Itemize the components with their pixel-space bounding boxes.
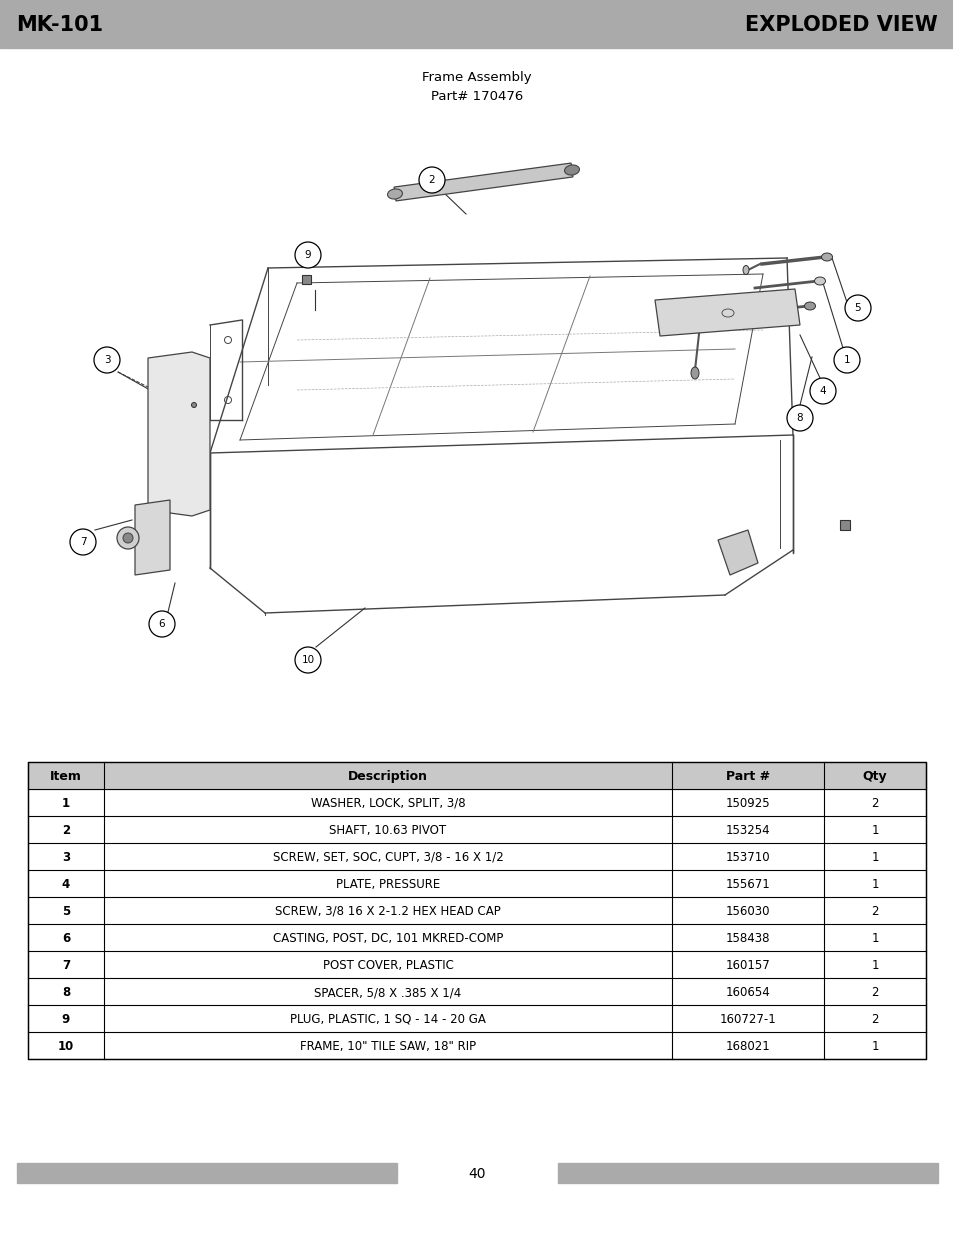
Text: 1: 1: [62, 797, 70, 810]
Text: 1: 1: [870, 878, 878, 890]
Text: PLUG, PLASTIC, 1 SQ - 14 - 20 GA: PLUG, PLASTIC, 1 SQ - 14 - 20 GA: [290, 1013, 485, 1026]
Text: 6: 6: [158, 619, 165, 629]
Text: SCREW, 3/8 16 X 2-1.2 HEX HEAD CAP: SCREW, 3/8 16 X 2-1.2 HEX HEAD CAP: [274, 905, 500, 918]
Text: 2: 2: [62, 824, 70, 837]
Text: 153254: 153254: [725, 824, 769, 837]
Text: PLATE, PRESSURE: PLATE, PRESSURE: [335, 878, 439, 890]
Text: FRAME, 10" TILE SAW, 18" RIP: FRAME, 10" TILE SAW, 18" RIP: [299, 1040, 476, 1053]
Circle shape: [94, 347, 120, 373]
Circle shape: [294, 242, 320, 268]
Text: Part #: Part #: [725, 769, 769, 783]
FancyBboxPatch shape: [302, 275, 311, 284]
Text: 1: 1: [870, 1040, 878, 1053]
Text: 158438: 158438: [725, 932, 769, 945]
Text: 1: 1: [870, 960, 878, 972]
Text: 5: 5: [854, 303, 861, 312]
Polygon shape: [135, 500, 170, 576]
Polygon shape: [148, 352, 210, 516]
Ellipse shape: [690, 367, 699, 379]
Text: 7: 7: [62, 960, 70, 972]
Text: Description: Description: [348, 769, 428, 783]
Circle shape: [149, 611, 174, 637]
Polygon shape: [394, 163, 573, 201]
Text: 8: 8: [62, 986, 71, 999]
Text: 160654: 160654: [725, 986, 770, 999]
Text: 2: 2: [870, 1013, 878, 1026]
Text: 10: 10: [58, 1040, 74, 1053]
Circle shape: [117, 527, 139, 550]
Text: 155671: 155671: [725, 878, 770, 890]
Ellipse shape: [564, 165, 578, 175]
Bar: [0, 0, 953, 48]
Circle shape: [844, 295, 870, 321]
Bar: [28, 762, 925, 1058]
Ellipse shape: [803, 303, 815, 310]
Text: 160727-1: 160727-1: [719, 1013, 776, 1026]
Text: 6: 6: [62, 932, 71, 945]
Circle shape: [809, 378, 835, 404]
Text: SPACER, 5/8 X .385 X 1/4: SPACER, 5/8 X .385 X 1/4: [314, 986, 461, 999]
Text: EXPLODED VIEW: EXPLODED VIEW: [744, 15, 937, 35]
Text: Qty: Qty: [862, 769, 886, 783]
Text: SHAFT, 10.63 PIVOT: SHAFT, 10.63 PIVOT: [329, 824, 446, 837]
Text: 5: 5: [62, 905, 71, 918]
Ellipse shape: [814, 277, 824, 285]
Ellipse shape: [192, 403, 196, 408]
Text: WASHER, LOCK, SPLIT, 3/8: WASHER, LOCK, SPLIT, 3/8: [311, 797, 465, 810]
Text: 1: 1: [870, 932, 878, 945]
Bar: [558, 1163, 937, 1183]
Text: 1: 1: [842, 354, 849, 366]
Text: 2: 2: [870, 905, 878, 918]
Text: 1: 1: [870, 824, 878, 837]
Text: 150925: 150925: [725, 797, 769, 810]
Polygon shape: [718, 530, 758, 576]
Text: Part# 170476: Part# 170476: [431, 89, 522, 103]
Text: 8: 8: [796, 412, 802, 424]
Text: 1: 1: [870, 851, 878, 864]
Bar: [17, 1163, 396, 1183]
Text: 40: 40: [468, 1167, 485, 1181]
Text: CASTING, POST, DC, 101 MKRED-COMP: CASTING, POST, DC, 101 MKRED-COMP: [273, 932, 502, 945]
Text: 2: 2: [870, 986, 878, 999]
Text: 156030: 156030: [725, 905, 769, 918]
Circle shape: [294, 647, 320, 673]
Text: 3: 3: [62, 851, 70, 864]
Text: Frame Assembly: Frame Assembly: [422, 72, 531, 84]
Circle shape: [70, 529, 96, 555]
Text: 3: 3: [104, 354, 111, 366]
Circle shape: [418, 167, 444, 193]
Text: 9: 9: [62, 1013, 71, 1026]
Bar: [28, 762, 925, 789]
Text: 7: 7: [80, 537, 86, 547]
Ellipse shape: [742, 266, 748, 274]
Text: 2: 2: [870, 797, 878, 810]
Circle shape: [123, 534, 132, 543]
FancyBboxPatch shape: [840, 520, 849, 530]
Ellipse shape: [387, 189, 402, 199]
Ellipse shape: [821, 253, 832, 261]
Text: 153710: 153710: [725, 851, 769, 864]
Text: 9: 9: [304, 249, 311, 261]
Text: 10: 10: [301, 655, 314, 664]
Text: 4: 4: [62, 878, 71, 890]
Text: POST COVER, PLASTIC: POST COVER, PLASTIC: [322, 960, 453, 972]
Text: MK-101: MK-101: [16, 15, 103, 35]
Text: 168021: 168021: [725, 1040, 770, 1053]
Text: 2: 2: [428, 175, 435, 185]
Text: SCREW, SET, SOC, CUPT, 3/8 - 16 X 1/2: SCREW, SET, SOC, CUPT, 3/8 - 16 X 1/2: [273, 851, 503, 864]
Circle shape: [833, 347, 859, 373]
Circle shape: [786, 405, 812, 431]
Text: 4: 4: [819, 387, 825, 396]
Text: Item: Item: [50, 769, 82, 783]
Polygon shape: [655, 289, 800, 336]
Text: 160157: 160157: [725, 960, 770, 972]
